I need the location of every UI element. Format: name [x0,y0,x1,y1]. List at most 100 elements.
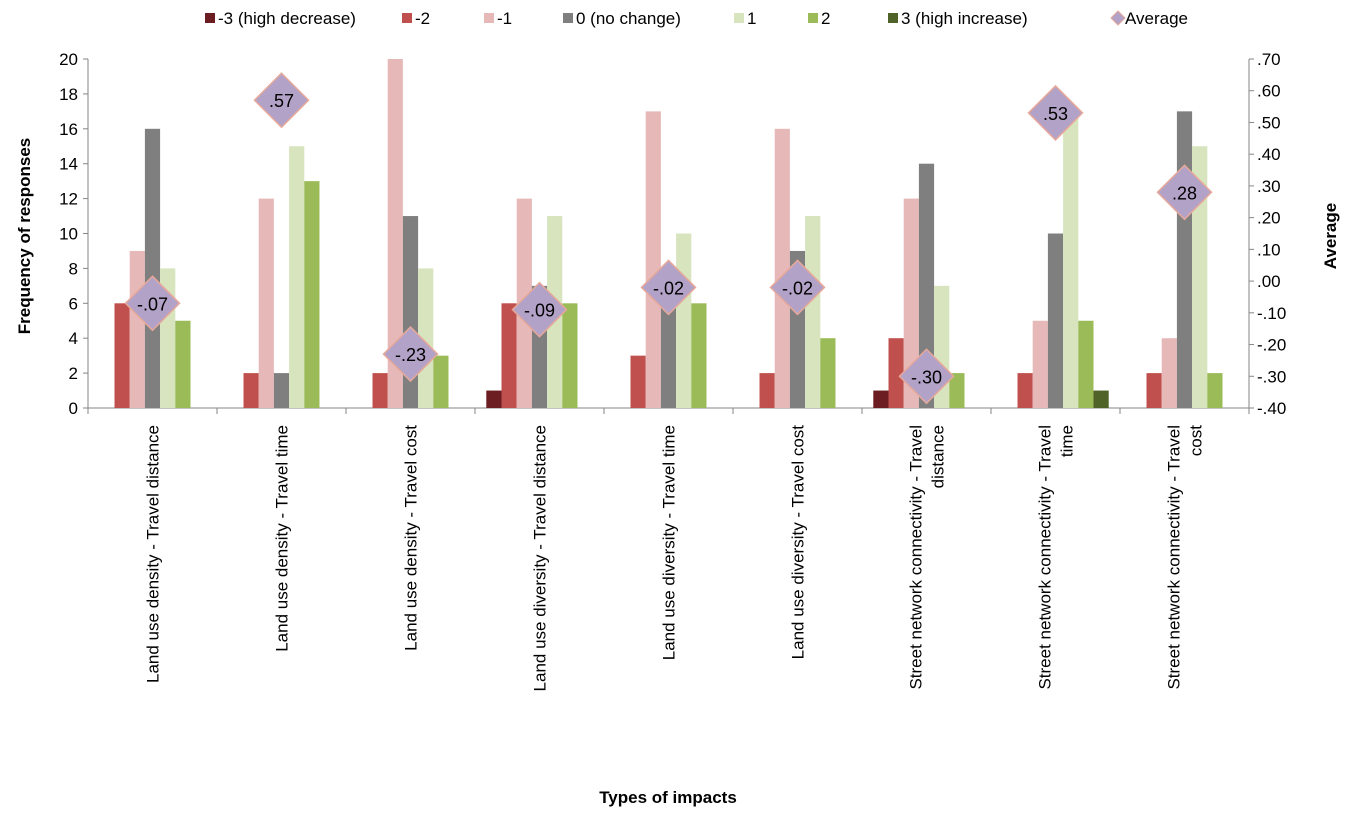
x-tick-label: Land use density - Travel time [273,425,292,652]
average-marker [1156,164,1213,221]
bar [372,373,388,408]
y2-tick-label: .30 [1257,177,1281,196]
x-axis-title: Types of impacts [599,788,737,807]
average-data-label: -.23 [395,345,426,365]
bar [630,355,646,408]
y-tick-label: 2 [69,364,78,383]
y2-tick-label: .20 [1257,209,1281,228]
y-axis-title: Frequency of responses [15,138,34,335]
x-tick-label: Land use diversity - Travel time [660,425,679,660]
bar [759,373,775,408]
bar [873,390,889,408]
legend-label: 0 (no change) [576,9,681,28]
average-marker [640,259,697,316]
x-tick-label: Land use density - Travel cost [402,425,421,651]
bar [114,303,130,408]
y-tick-label: 16 [59,120,78,139]
y2-axis-title: Average [1321,203,1340,269]
bar [175,320,191,408]
x-tick-label: distance [929,425,948,488]
average-marker [511,281,568,338]
y-tick-label: 14 [59,155,78,174]
legend-swatch [1110,10,1126,26]
bar [1063,111,1079,408]
bar [258,198,274,408]
bar [1078,320,1094,408]
bar [918,163,935,408]
bar [1161,338,1177,408]
y-tick-label: 8 [69,259,78,278]
bar [562,303,578,408]
average-marker [253,72,310,129]
bar [501,303,517,408]
x-tick-label: Land use diversity - Travel distance [531,425,550,691]
x-tick-label: time [1058,425,1077,457]
legend-swatch [484,13,494,23]
y-tick-label: 0 [69,399,78,418]
average-data-label: -.02 [782,278,813,298]
x-tick-label: Land use diversity - Travel cost [789,425,808,660]
legend-swatch [402,13,412,23]
bar [273,373,290,408]
bar [486,390,502,408]
legend-swatch [563,13,573,23]
y2-tick-label: .50 [1257,113,1281,132]
x-tick-label: Land use density - Travel distance [144,425,163,683]
bar [691,303,707,408]
bar [144,128,161,409]
bar [820,338,836,408]
legend-label: 1 [747,9,756,28]
legend-label: -3 (high decrease) [218,9,356,28]
average-data-label: -.02 [653,278,684,298]
bar [304,181,320,408]
average-marker [898,348,955,405]
average-marker [382,326,439,383]
legend-swatch [888,13,898,23]
bar [645,111,661,408]
bar [243,373,259,408]
legend-swatch [734,13,744,23]
legend-label: -1 [497,9,512,28]
y2-tick-label: .70 [1257,50,1281,69]
bar [949,373,965,408]
bar [433,355,449,408]
bar [289,146,305,408]
bar [1032,320,1048,408]
y2-tick-label: .10 [1257,240,1281,259]
average-data-label: -.09 [524,301,555,321]
average-data-label: .53 [1043,104,1068,124]
y2-tick-label: .40 [1257,145,1281,164]
bar [1207,373,1223,408]
bar [660,303,677,408]
x-tick-label: Street network connectivity - Travel [1036,425,1055,690]
y-tick-label: 20 [59,50,78,69]
average-marker [1027,84,1084,141]
y-tick-label: 6 [69,294,78,313]
legend-swatch [808,13,818,23]
legend-label: -2 [415,9,430,28]
y-tick-label: 18 [59,85,78,104]
average-markers: -.07 .57 -.23 -.09 -.02 -.02 -.30 .53 .28 [124,72,1213,405]
y2-tick-label: .00 [1257,272,1281,291]
legend: -3 (high decrease) -2 -1 0 (no change) 1 2 3 (… [205,9,1188,28]
y-tick-label: 12 [59,190,78,209]
y2-tick-label: -.30 [1257,367,1286,386]
legend-label: Average [1125,9,1188,28]
y2-tick-label: -.20 [1257,336,1286,355]
average-data-label: -.30 [911,367,942,387]
bar [903,198,919,408]
average-data-label: .28 [1172,183,1197,203]
x-tick-label: cost [1187,425,1206,456]
bar [1047,233,1064,408]
average-marker [769,259,826,316]
bar [1017,373,1033,408]
average-marker [124,275,181,332]
legend-swatch [205,13,215,23]
y2-tick-label: -.40 [1257,399,1286,418]
bar [888,338,904,408]
bar [1093,390,1109,408]
y-tick-label: 4 [69,329,78,348]
bar [676,233,692,408]
bar [387,59,403,408]
